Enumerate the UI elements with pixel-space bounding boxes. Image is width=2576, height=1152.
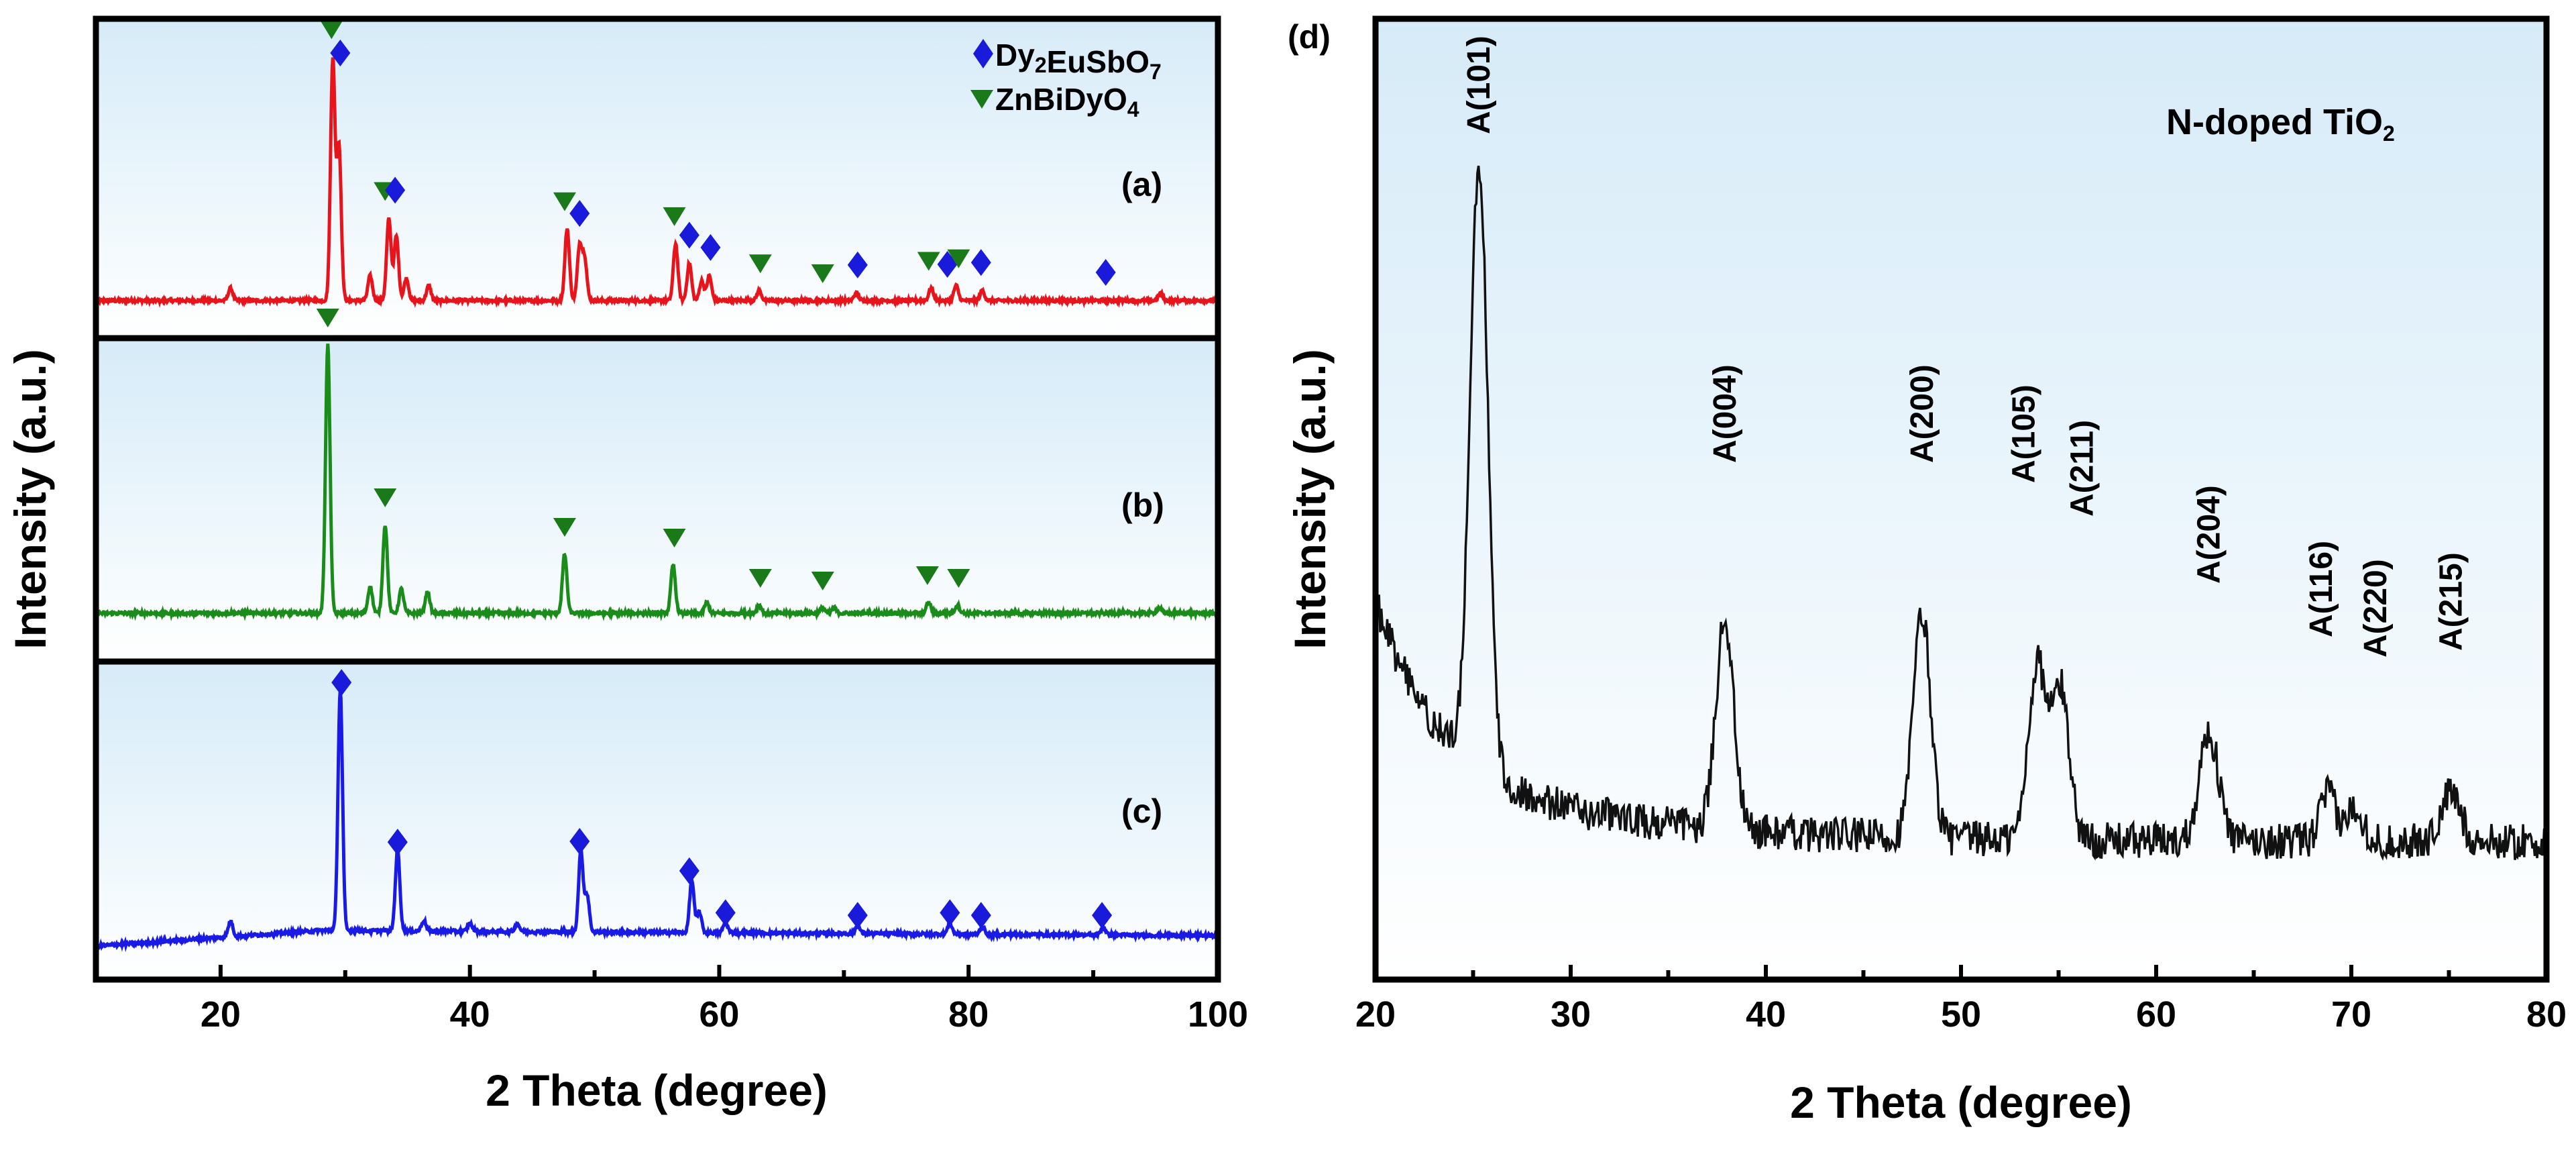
peak-annotation: A(215) [2433, 552, 2469, 651]
series-line-1 [94, 344, 1220, 622]
x-tick-label: 50 [1941, 994, 1981, 1035]
triangle-marker [915, 566, 939, 585]
background-c [96, 662, 1218, 980]
right-y-axis-title: Intensity (a.u.) [1285, 349, 1335, 649]
series-line-tio2 [1374, 165, 2546, 861]
panel-title-n-doped-tio2: N-doped TiO2 [2166, 102, 2395, 146]
triangle-marker [374, 488, 397, 507]
peak-annotation: A(200) [1905, 364, 1940, 463]
right-peak-annotations: A(101) A(004) A(200) A(105) A(211) A(204) A(11… [1461, 36, 2469, 658]
triangle-marker [947, 569, 970, 588]
label-b: (b) [1121, 486, 1164, 524]
left-series-group [94, 57, 1220, 953]
peak-annotation: A(004) [1707, 364, 1743, 463]
diamond-marker [330, 40, 351, 67]
legend-label-dy2eusbo7: Dy2EuSbO7 [995, 38, 1162, 84]
series-line-0 [94, 57, 1219, 309]
legend: Dy2EuSbO7 ZnBiDyO4 [970, 38, 1162, 121]
x-tick-label: 20 [201, 994, 241, 1035]
diamond-marker [970, 249, 991, 276]
triangle-marker [316, 309, 339, 327]
triangle-marker [947, 249, 970, 268]
label-a: (a) [1121, 166, 1162, 203]
triangle-marker [748, 569, 772, 588]
diamond-marker [385, 176, 406, 204]
diamond-marker [970, 902, 991, 929]
triangle-marker [917, 252, 940, 271]
triangle-marker [553, 518, 576, 537]
legend-diamond-icon [973, 39, 993, 68]
x-tick-label: 30 [1551, 994, 1591, 1035]
peak-annotation: A(105) [2006, 384, 2041, 483]
diamond-marker [387, 829, 408, 856]
diamond-marker [569, 200, 590, 227]
diamond-marker [847, 251, 868, 278]
x-tick-label: 100 [1188, 994, 1248, 1035]
right-series-group [1374, 165, 2546, 861]
x-tick-label: 70 [2331, 994, 2371, 1035]
peak-annotation: A(116) [2304, 541, 2339, 637]
diamond-marker [700, 233, 721, 261]
left-x-ticks: 20 40 60 80 100 [94, 965, 1248, 1035]
triangle-marker [320, 20, 343, 40]
right-panel: A(101) A(004) A(200) A(105) A(211) A(204) A(11… [1285, 15, 2567, 1127]
diamond-marker [940, 899, 960, 927]
left-markers-group [316, 20, 1116, 929]
triangle-marker [663, 529, 686, 547]
peak-annotation: A(101) [1461, 36, 1497, 134]
x-tick-label: 20 [1355, 994, 1396, 1035]
right-x-ticks: 20 30 40 50 60 70 80 [1355, 965, 2567, 1035]
background-a [96, 19, 1218, 338]
x-tick-label: 60 [2136, 994, 2176, 1035]
triangle-marker [811, 264, 834, 283]
x-tick-label: 40 [1746, 994, 1786, 1035]
diamond-marker [1095, 259, 1116, 286]
diamond-marker [569, 827, 590, 855]
peak-annotation: A(204) [2192, 485, 2227, 584]
left-plot-frame [93, 15, 1221, 983]
label-c: (c) [1121, 792, 1162, 830]
peak-annotation: A(220) [2358, 559, 2394, 658]
diamond-marker [847, 902, 868, 929]
diamond-marker [679, 221, 699, 249]
x-tick-label: 80 [948, 994, 989, 1035]
triangle-marker [748, 254, 772, 274]
x-tick-label: 60 [699, 994, 739, 1035]
left-y-axis-title: Intensity (a.u.) [5, 349, 55, 649]
triangle-marker [811, 572, 834, 590]
left-x-axis-title: 2 Theta (degree) [486, 1065, 828, 1115]
diamond-marker [1092, 902, 1113, 929]
x-tick-label: 40 [450, 994, 490, 1035]
right-x-axis-title: 2 Theta (degree) [1790, 1078, 2132, 1127]
series-line-2 [95, 690, 1220, 953]
left-panel: 20 40 60 80 100 (a) (b) (c) Dy2EuSbO7 ZnBiDy… [5, 15, 1248, 1115]
triangle-marker [553, 192, 576, 211]
triangle-marker [663, 207, 686, 226]
legend-triangle-icon [970, 90, 993, 109]
x-tick-label: 80 [2526, 994, 2567, 1035]
background-d [1376, 19, 2546, 980]
peak-annotation: A(211) [2064, 420, 2100, 517]
panel-label-d: (d) [1288, 18, 1331, 56]
diamond-marker [679, 857, 699, 884]
legend-label-znbidyo4: ZnBiDyO4 [995, 82, 1139, 121]
diamond-marker [715, 899, 736, 927]
diamond-marker [331, 669, 352, 696]
